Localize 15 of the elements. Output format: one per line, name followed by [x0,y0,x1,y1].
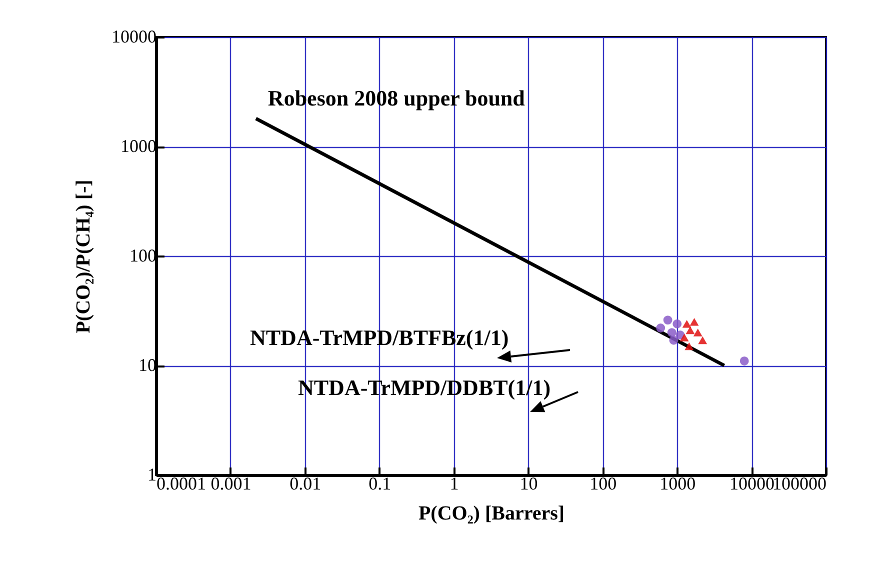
x-tick-label: 0.0001 [156,474,206,494]
x-tick-label: 100000 [772,474,826,494]
x-tick-label: 0.001 [210,474,252,494]
y-tick-label: 10000 [112,26,156,46]
y-tick-label: 1000 [120,136,156,156]
y-axis-title: P(CO₂)/P(CH₄) [-] [72,180,94,334]
x-tick-label: 0.01 [290,474,322,494]
x-tick-label: 1000 [660,474,696,494]
y-tick-label: 100 [130,246,156,266]
x-tick-label: 10000 [730,474,775,494]
x-tick-label: 1 [450,474,459,494]
x-tick-label: 100 [590,474,617,494]
x-axis-title: P(CO₂) [Barrers] [418,502,565,524]
x-tick-label: 10 [520,474,538,494]
x-tick-label: 0.1 [368,474,392,494]
